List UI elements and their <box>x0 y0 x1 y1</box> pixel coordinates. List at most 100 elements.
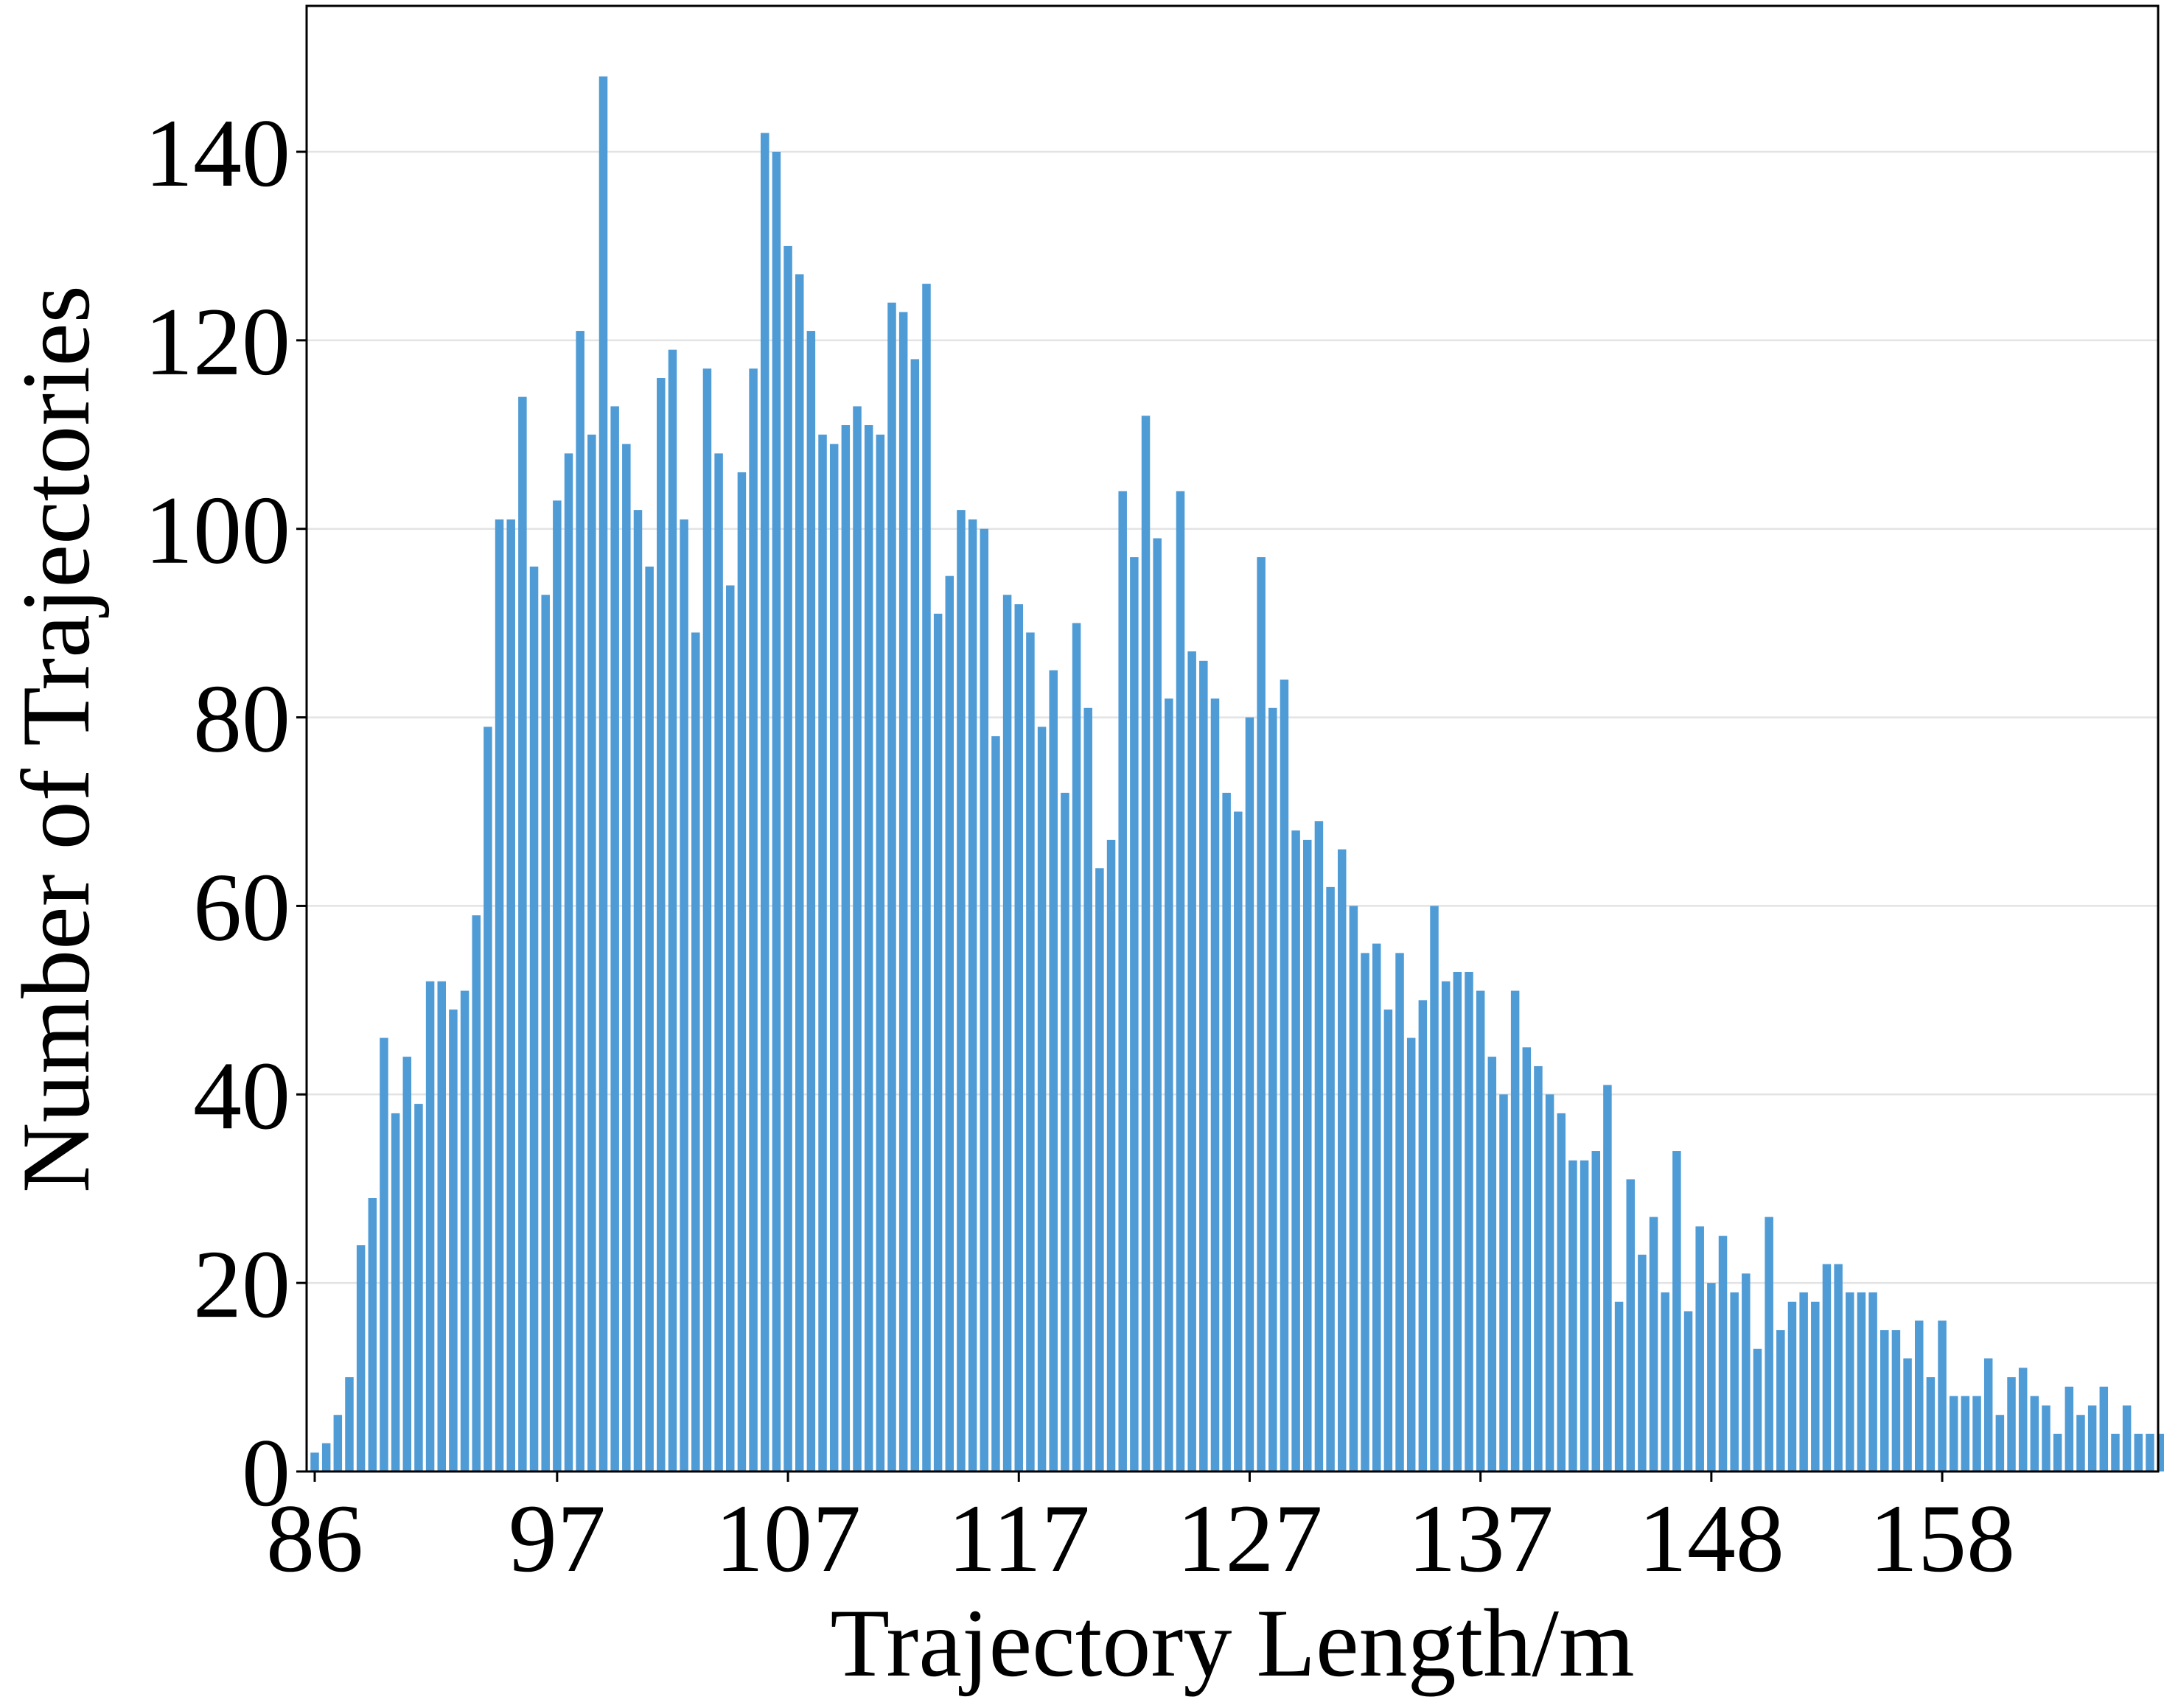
bar <box>2018 1368 2028 1471</box>
y-tick-label: 40 <box>193 1041 290 1149</box>
bar <box>1176 491 1185 1471</box>
bar <box>1014 604 1024 1471</box>
bar <box>1280 679 1289 1471</box>
bar <box>1742 1273 1751 1471</box>
bar <box>1476 990 1485 1471</box>
bar <box>1522 1047 1532 1471</box>
bar <box>2099 1386 2109 1471</box>
y-tick-label: 120 <box>144 287 290 396</box>
x-tick-label: 127 <box>1176 1484 1322 1592</box>
bar <box>1106 839 1116 1471</box>
bar <box>1268 707 1277 1471</box>
bar <box>1846 1292 1854 1471</box>
bar <box>1822 1264 1832 1471</box>
bar <box>1141 416 1151 1472</box>
bar <box>1187 651 1196 1471</box>
bar <box>333 1415 343 1471</box>
bar <box>898 312 908 1472</box>
bar <box>1880 1330 1889 1471</box>
bar <box>1072 623 1081 1472</box>
bar <box>1707 1283 1716 1471</box>
bar <box>484 727 492 1471</box>
bar <box>1291 830 1300 1471</box>
bar <box>610 406 619 1471</box>
bar <box>1914 1320 1924 1471</box>
bar <box>1857 1292 1866 1471</box>
bar <box>1418 1000 1428 1471</box>
bar <box>2064 1386 2074 1471</box>
bar <box>425 981 435 1471</box>
bar <box>1314 821 1324 1471</box>
bars <box>310 76 2164 1472</box>
y-tick-label: 80 <box>193 665 290 773</box>
bar <box>460 990 470 1471</box>
x-tick-label: 158 <box>1869 1484 2015 1592</box>
bar <box>1557 1113 1566 1471</box>
bar <box>1638 1254 1647 1471</box>
bar <box>702 368 712 1471</box>
bar <box>1938 1320 1947 1471</box>
bar <box>598 76 608 1472</box>
bar <box>633 510 643 1471</box>
bar <box>691 632 700 1471</box>
y-axis-title: Number of Trajectories <box>1 285 110 1193</box>
bar <box>2076 1415 2085 1471</box>
y-tick-label: 0 <box>242 1418 290 1527</box>
bar <box>380 1037 388 1471</box>
bar <box>1210 698 1220 1471</box>
bar <box>2146 1433 2154 1471</box>
bar <box>1730 1292 1739 1471</box>
bar <box>980 528 989 1471</box>
bar <box>506 519 515 1472</box>
bar <box>1661 1292 1669 1471</box>
bar <box>1545 1094 1554 1471</box>
bar <box>760 133 769 1471</box>
bar <box>1337 849 1347 1471</box>
bar <box>1834 1264 1843 1471</box>
bar <box>1683 1311 1693 1471</box>
bar <box>2157 1433 2164 1471</box>
bar <box>968 519 977 1472</box>
bar <box>1153 538 1162 1472</box>
bar <box>726 585 735 1471</box>
bar <box>1787 1301 1797 1471</box>
bar <box>1130 557 1139 1472</box>
bar <box>1499 1094 1508 1471</box>
bar <box>1626 1179 1635 1471</box>
x-tick-label: 148 <box>1638 1484 1784 1592</box>
bar <box>529 566 539 1471</box>
bar <box>749 368 758 1471</box>
bar <box>1718 1236 1728 1471</box>
bar <box>1095 868 1104 1471</box>
bar <box>1534 1065 1543 1471</box>
bar <box>876 434 885 1472</box>
bar <box>645 566 654 1471</box>
x-tick-label: 86 <box>266 1484 363 1592</box>
bar <box>922 284 931 1472</box>
bar <box>2134 1433 2143 1471</box>
bar <box>864 424 873 1471</box>
bar <box>1061 792 1069 1471</box>
bar <box>1234 811 1243 1471</box>
bar <box>910 359 920 1471</box>
bar <box>1257 557 1266 1472</box>
bar <box>437 981 447 1471</box>
bar <box>783 245 792 1471</box>
y-tick-label: 140 <box>144 99 290 207</box>
bar <box>1383 1009 1393 1471</box>
bar <box>356 1245 366 1471</box>
bar <box>1083 707 1092 1471</box>
bar <box>737 472 747 1471</box>
bar <box>495 519 504 1472</box>
bar <box>1037 727 1047 1471</box>
bar <box>1199 660 1208 1472</box>
bar <box>391 1113 400 1471</box>
bar <box>772 152 781 1471</box>
bar <box>1118 491 1127 1471</box>
bar <box>680 519 688 1472</box>
bar <box>1349 906 1358 1471</box>
bar <box>795 274 804 1471</box>
bar <box>657 378 666 1471</box>
y-tick-label: 60 <box>193 853 290 961</box>
